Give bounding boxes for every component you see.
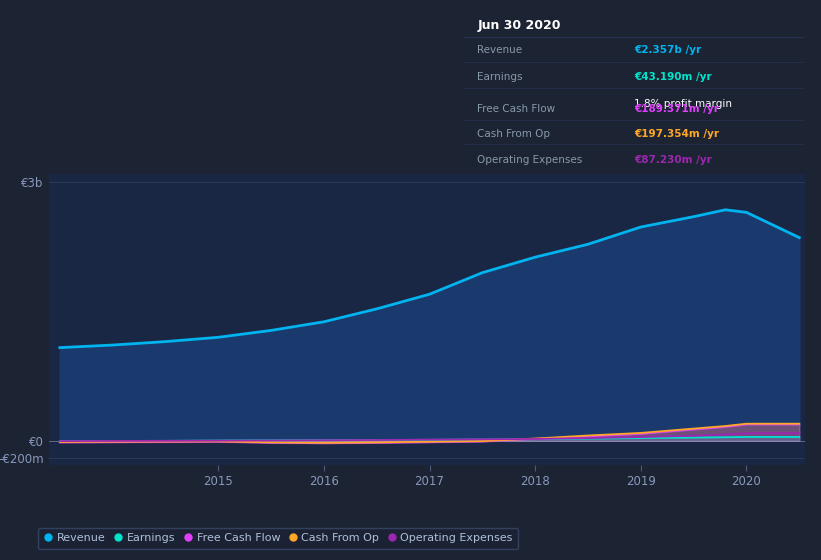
Legend: Revenue, Earnings, Free Cash Flow, Cash From Op, Operating Expenses: Revenue, Earnings, Free Cash Flow, Cash … — [39, 528, 518, 549]
Text: €2.357b /yr: €2.357b /yr — [635, 45, 701, 55]
Text: Cash From Op: Cash From Op — [478, 129, 551, 139]
Text: €197.354m /yr: €197.354m /yr — [635, 129, 719, 139]
Text: Revenue: Revenue — [478, 45, 523, 55]
Text: Operating Expenses: Operating Expenses — [478, 155, 583, 165]
Text: €87.230m /yr: €87.230m /yr — [635, 155, 712, 165]
Text: Earnings: Earnings — [478, 72, 523, 82]
Text: Jun 30 2020: Jun 30 2020 — [478, 19, 561, 32]
Text: €189.371m /yr: €189.371m /yr — [635, 104, 719, 114]
Text: Free Cash Flow: Free Cash Flow — [478, 104, 556, 114]
Text: 1.8% profit margin: 1.8% profit margin — [635, 99, 732, 109]
Text: €43.190m /yr: €43.190m /yr — [635, 72, 712, 82]
